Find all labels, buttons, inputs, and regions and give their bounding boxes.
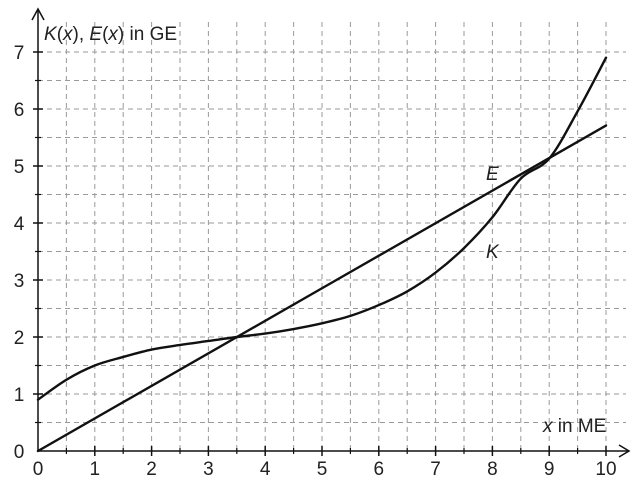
x-tick-label: 2 xyxy=(146,459,157,480)
y-tick-label: 0 xyxy=(14,442,25,463)
grid-lines xyxy=(38,22,626,451)
y-tick-label: 6 xyxy=(14,100,25,121)
x-tick-label: 9 xyxy=(544,459,555,480)
y-axis-title-paren-open-1: ( xyxy=(57,24,64,45)
x-tick-label: 7 xyxy=(430,459,441,480)
y-axis-title: K(x), E(x) in GE xyxy=(44,24,177,45)
x-tick-label: 6 xyxy=(374,459,385,480)
x-axis-arrow xyxy=(618,444,631,458)
y-tick-label: 3 xyxy=(14,271,25,292)
y-axis-title-unit: ) in GE xyxy=(118,24,177,45)
y-tick-label: 5 xyxy=(14,157,25,178)
y-axis-title-x-2: x xyxy=(107,24,119,45)
x-tick-label: 8 xyxy=(487,459,498,480)
y-axis-arrow xyxy=(31,7,45,21)
tick-labels: 0 1 2 3 4 5 6 7 8 9 10 0 1 2 3 4 5 6 7 xyxy=(14,43,617,480)
x-tick-label: 10 xyxy=(595,459,616,480)
y-tick-label: 1 xyxy=(14,385,25,406)
y-axis-title-x-1: x xyxy=(62,24,74,45)
y-axis-title-sep: ), xyxy=(73,24,90,45)
y-tick-label: 7 xyxy=(14,43,25,64)
y-axis-title-paren-open-2: ( xyxy=(102,24,109,45)
series-lines xyxy=(36,56,608,453)
x-axis-title: x in ME xyxy=(542,416,606,437)
x-tick-label: 1 xyxy=(90,459,101,480)
x-axis-title-x: x xyxy=(542,416,554,437)
x-tick-label: 0 xyxy=(33,459,44,480)
y-tick-label: 4 xyxy=(14,214,25,235)
y-tick-label: 2 xyxy=(14,328,25,349)
y-axis-title-e: E xyxy=(89,24,102,45)
series-label-k: K xyxy=(486,242,500,263)
x-tick-label: 4 xyxy=(260,459,271,480)
y-axis-title-k: K xyxy=(44,24,58,45)
x-axis-title-unit: in ME xyxy=(553,416,607,437)
x-tick-label: 5 xyxy=(317,459,328,480)
x-tick-label: 3 xyxy=(203,459,214,480)
axes xyxy=(31,7,631,458)
series-label-e: E xyxy=(486,164,499,185)
series-line-k xyxy=(36,56,608,401)
tick-marks xyxy=(33,51,607,456)
